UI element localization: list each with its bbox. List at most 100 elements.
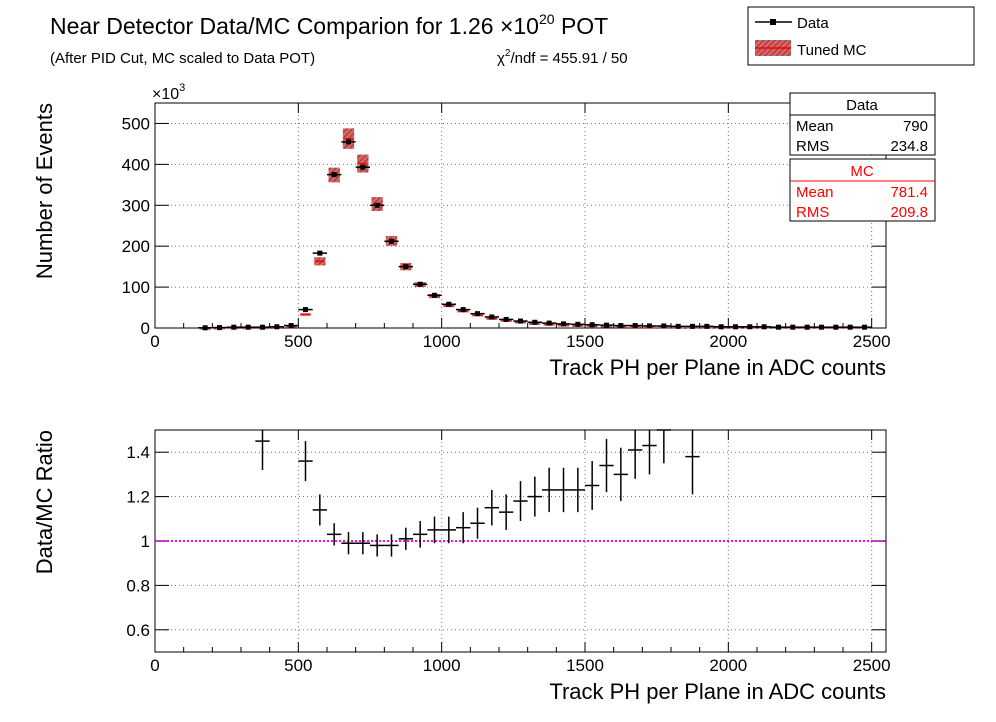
data-point [675,323,681,329]
histogram-y-tick-label: 200 [122,237,150,256]
mc-stats-mean-val: 781.4 [890,184,928,201]
data-point [661,323,667,329]
data-point [260,324,265,330]
data-point [374,202,380,208]
histogram-y-tick-label: 0 [141,319,150,338]
data-point [733,324,738,330]
data-point [561,321,566,327]
histogram-x-tick-label: 2000 [709,332,747,351]
histogram-x-tick-label: 1000 [423,332,461,351]
histogram-x-tick-label: 1500 [566,332,604,351]
ratio-y-tick-label: 1 [141,532,150,551]
histogram-frame [154,102,887,329]
data-point [360,164,366,170]
data-stats-box: Data Mean 790 RMS 234.8 [789,92,936,156]
ratio-x-tick-label: 2000 [709,656,747,675]
mc-stats-box: MC Mean 781.4 RMS 209.8 [789,158,936,222]
ratio-x-tick-label: 500 [284,656,312,675]
ratio-grid [155,430,886,652]
data-point [833,324,839,330]
data-point [245,324,251,330]
ratio-series [255,429,700,557]
ratio-y-tick-label: 1.2 [126,488,150,507]
data-point [317,250,323,256]
mc-stats-title: MC [850,163,873,180]
ratio-y-tick-label: 1.4 [126,443,150,462]
ratio-y-tick-label: 0.6 [126,621,150,640]
data-point [847,324,853,330]
chi2-label: χ2/ndf = 455.91 / 50 [497,48,628,67]
histogram-y-tick-label: 300 [122,196,150,215]
mc-series [199,128,871,330]
mc-stats-rms-val: 209.8 [890,204,928,221]
legend-mc-label: Tuned MC [797,42,867,59]
data-point [718,324,724,330]
data-point [604,322,609,328]
data-point [460,307,466,313]
ratio-x-axis-label: Track PH per Plane in ADC counts [549,679,886,704]
data-point [747,324,753,330]
data-point [690,323,695,329]
data-point [518,318,523,324]
histogram-panel: 0 500 1000 1500 2000 2500 0 100 200 300 400 500 ×10… [32,82,891,380]
data-point [303,307,308,313]
mc-stats-mean-key: Mean [796,184,834,201]
histogram-y-tick-label: 400 [122,155,150,174]
data-point [274,324,280,330]
data-point [532,319,538,325]
histogram-x-tick-label: 500 [284,332,312,351]
data-point [776,324,781,330]
data-point [819,324,824,330]
ratio-x-tick-label: 0 [150,656,159,675]
data-point [761,324,767,330]
y-multiplier: ×103 [152,82,185,103]
data-stats-title: Data [846,97,878,114]
data-point [202,325,208,331]
data-point [618,323,624,329]
legend-data-label: Data [797,15,829,32]
data-point [475,311,480,317]
ratio-x-tick-label: 1500 [566,656,604,675]
ratio-ticks: 0 500 1000 1500 2000 2500 0.6 0.8 1 1.2 1.4 [126,430,891,675]
data-point [346,139,351,145]
data-stats-mean-key: Mean [796,118,834,135]
ratio-x-tick-label: 2500 [853,656,891,675]
histogram-y-tick-label: 100 [122,278,150,297]
data-point [489,314,495,320]
data-point [704,323,710,329]
histogram-grid [155,103,886,328]
data-point [217,325,222,331]
data-point [403,264,409,270]
ratio-y-tick-label: 0.8 [126,576,150,595]
data-point [575,321,581,327]
data-point [632,323,638,329]
ratio-x-tick-label: 1000 [423,656,461,675]
histogram-x-tick-label: 0 [150,332,159,351]
data-point [417,281,423,287]
data-stats-rms-key: RMS [796,138,829,155]
ratio-panel: 0 500 1000 1500 2000 2500 0.6 0.8 1 1.2 1.4 Track … [32,429,891,704]
data-point [446,301,452,307]
data-point [288,323,294,329]
data-point [804,324,810,330]
data-point [389,238,394,244]
chart-title: Near Detector Data/MC Comparion for 1.26… [50,11,608,39]
mc-stats-rms-key: RMS [796,204,829,221]
data-point [790,324,796,330]
legend: Data Tuned MC [747,6,975,66]
data-point [231,324,237,330]
histogram-y-tick-label: 500 [122,114,150,133]
data-point [503,316,509,322]
data-stats-mean-val: 790 [903,118,928,135]
data-point [546,320,552,326]
legend-data-marker [755,19,792,25]
data-point [589,322,595,328]
data-point [331,172,337,178]
histogram-y-axis-label: Number of Events [32,103,57,279]
data-point [647,323,652,329]
data-point [862,324,867,330]
histogram-ticks: 0 500 1000 1500 2000 2500 0 100 200 300 400 500 [122,103,891,351]
data-stats-rms-val: 234.8 [890,138,928,155]
histogram-x-axis-label: Track PH per Plane in ADC counts [549,355,886,380]
ratio-y-axis-label: Data/MC Ratio [32,430,57,574]
